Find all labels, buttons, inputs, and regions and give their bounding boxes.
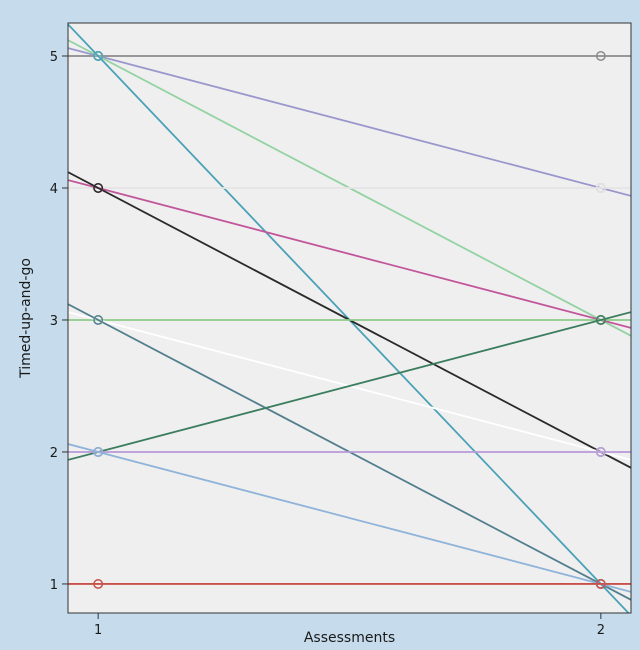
data-markers (93, 51, 606, 589)
data-point-7-1 (93, 183, 104, 193)
axes: 1 2 3 4 5 1 2 (50, 50, 605, 638)
data-point-5-2 (595, 183, 606, 193)
data-point-10-1 (93, 315, 104, 325)
x-tick-label-1: 1 (94, 623, 102, 638)
y-tick-label-1: 1 (50, 578, 58, 593)
y-axis-title: Timed-up-and-go (18, 258, 34, 379)
x-tick-label-2: 2 (597, 623, 605, 638)
y-tick-label-5: 5 (50, 50, 58, 65)
series-line-13 (68, 443, 631, 593)
data-point-11-2 (595, 315, 606, 325)
data-point-4-1 (93, 51, 104, 61)
data-point-13-1 (93, 447, 104, 457)
y-tick-label-2: 2 (50, 446, 58, 461)
series-line-6 (68, 179, 631, 329)
data-point-14-2 (595, 579, 606, 589)
data-point-12-2 (595, 447, 606, 457)
series-lines (68, 23, 631, 613)
x-axis-title: Assessments (304, 630, 395, 646)
plot-frame (67, 22, 632, 614)
y-tick-label-3: 3 (50, 314, 58, 329)
plot-area (68, 23, 631, 613)
series-line-11 (68, 311, 631, 461)
y-tick-label-4: 4 (50, 182, 58, 197)
data-point-14-1 (93, 579, 104, 589)
data-point-1-2 (595, 51, 606, 61)
series-line-2 (68, 47, 631, 197)
